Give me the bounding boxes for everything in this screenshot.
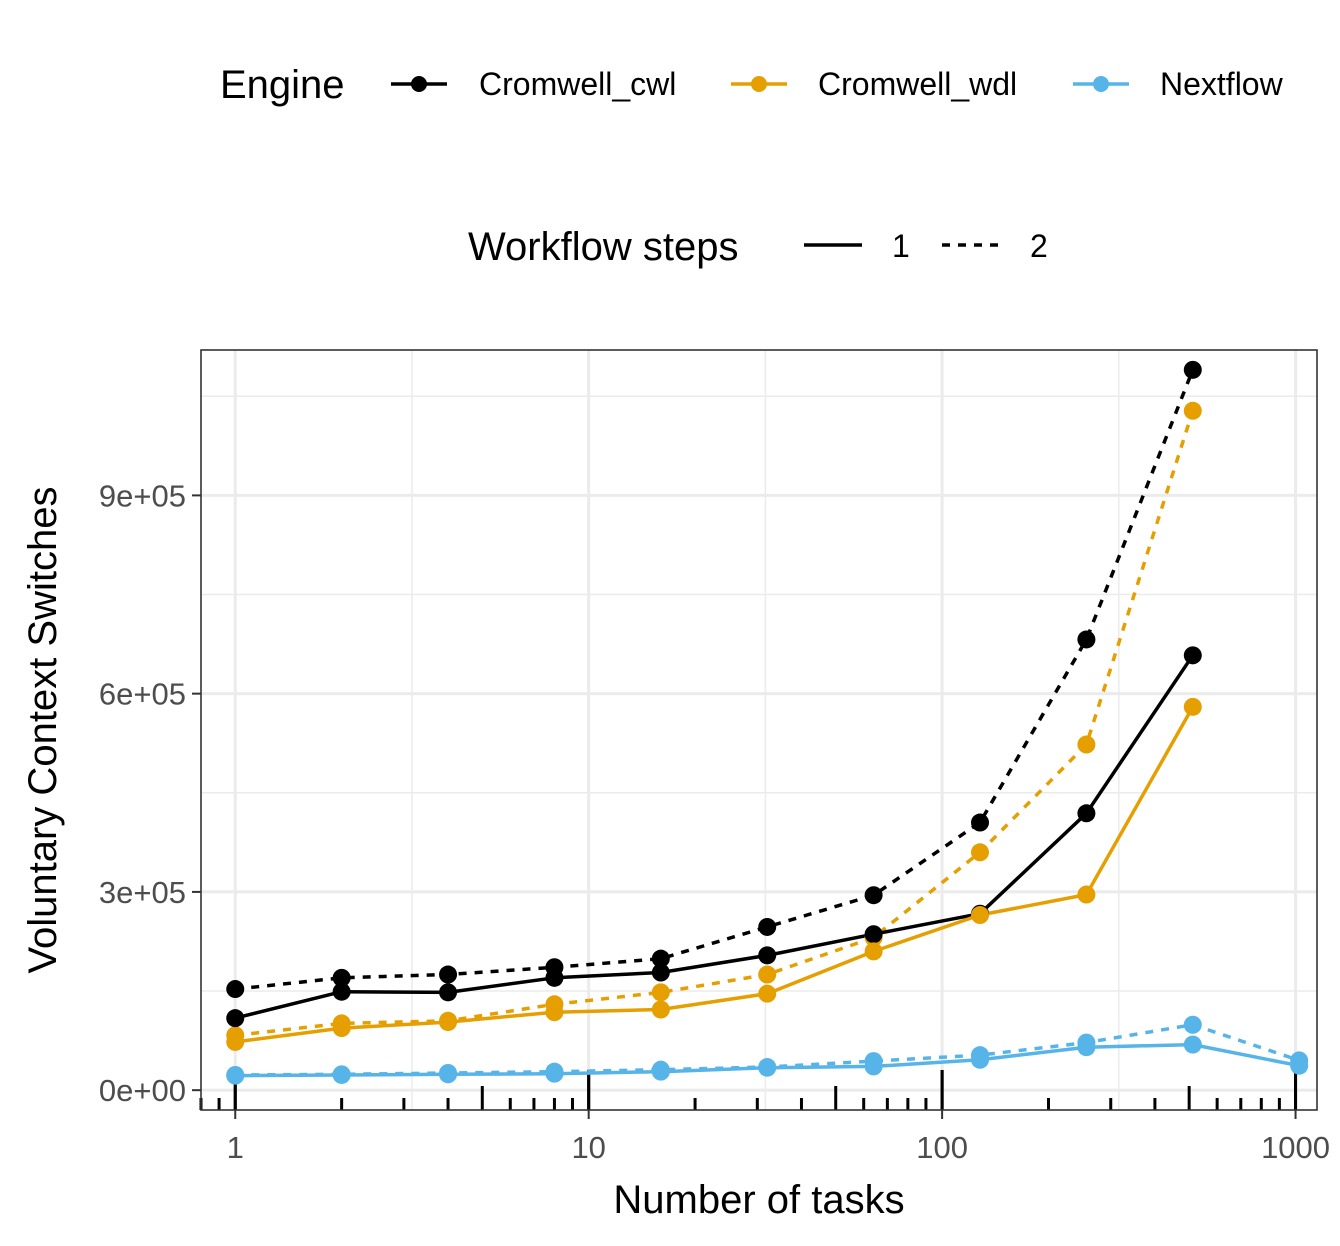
y-tick-label: 6e+05	[99, 677, 186, 712]
legend-label-cromwell-wdl: Cromwell_wdl	[818, 66, 1017, 102]
engine-legend: Engine Cromwell_cwl Cromwell_wdl Nextflo…	[220, 63, 1284, 107]
data-point-nextflow	[651, 1062, 670, 1081]
y-tick-label: 3e+05	[99, 875, 186, 910]
data-point-cromwell-cwl	[651, 949, 670, 968]
legend-key-point	[411, 76, 427, 92]
data-point-nextflow	[1183, 1035, 1202, 1054]
data-point-nextflow	[864, 1057, 883, 1076]
data-point-cromwell-cwl	[758, 946, 777, 965]
data-point-cromwell-cwl	[226, 1009, 245, 1028]
data-point-cromwell-wdl	[651, 1000, 670, 1019]
data-point-cromwell-wdl	[758, 965, 777, 984]
series-line-cromwell-cwl-steps-2	[235, 369, 1195, 991]
data-point-cromwell-cwl	[864, 925, 883, 944]
data-point-cromwell-cwl	[439, 983, 458, 1002]
x-tick-label: 1000	[1261, 1130, 1330, 1165]
data-point-nextflow	[1290, 1056, 1309, 1075]
data-point-cromwell-wdl	[758, 984, 777, 1003]
data-point-nextflow	[758, 1058, 777, 1077]
series-line-cromwell-wdl-steps-1	[235, 706, 1195, 1044]
data-point-nextflow	[545, 1064, 564, 1083]
legend-label-steps-1: 1	[892, 228, 910, 264]
engine-legend-title: Engine	[220, 63, 345, 107]
data-point-cromwell-wdl	[226, 1032, 245, 1051]
data-point-cromwell-cwl	[1183, 360, 1202, 379]
legend-item-cromwell-cwl: Cromwell_cwl	[391, 66, 676, 102]
data-point-cromwell-cwl	[226, 980, 245, 999]
data-point-cromwell-cwl	[758, 917, 777, 936]
y-tick-label: 0e+00	[99, 1073, 186, 1108]
steps-legend: Workflow steps 1 2	[468, 225, 1048, 269]
data-point-nextflow	[439, 1065, 458, 1084]
data-series	[226, 360, 1309, 1085]
data-point-cromwell-cwl	[651, 963, 670, 982]
data-point-cromwell-cwl	[971, 813, 990, 832]
data-point-cromwell-wdl	[971, 843, 990, 862]
y-tick-label: 9e+05	[99, 478, 186, 513]
y-axis: 0e+00 3e+05 6e+05 9e+05	[99, 478, 201, 1108]
data-point-cromwell-wdl	[1077, 885, 1096, 904]
data-point-nextflow	[226, 1066, 245, 1085]
series-line-cromwell-wdl-steps-2	[235, 410, 1195, 1038]
data-point-cromwell-cwl	[332, 968, 351, 987]
plot-panel-border	[200, 349, 1318, 1111]
y-axis-label: Voluntary Context Switches	[21, 487, 65, 974]
legend-label-cromwell-cwl: Cromwell_cwl	[479, 66, 676, 102]
steps-legend-title: Workflow steps	[468, 225, 738, 269]
plot-panel	[201, 350, 1317, 1110]
major-gridlines	[201, 350, 1317, 1110]
data-point-cromwell-wdl	[651, 983, 670, 1002]
x-rug-ticks	[199, 1070, 1298, 1110]
data-point-cromwell-cwl	[439, 965, 458, 984]
data-point-nextflow	[1183, 1015, 1202, 1034]
data-point-cromwell-cwl	[1077, 630, 1096, 649]
data-point-cromwell-cwl	[332, 982, 351, 1001]
x-tick-label: 10	[571, 1130, 605, 1165]
data-point-cromwell-wdl	[439, 1013, 458, 1032]
data-point-cromwell-wdl	[1183, 697, 1202, 716]
x-axis: 1 10 100 1000	[227, 1110, 1330, 1165]
data-point-nextflow	[332, 1065, 351, 1084]
x-tick-label: 1	[227, 1130, 244, 1165]
data-point-nextflow	[1077, 1038, 1096, 1057]
legend-label-steps-2: 2	[1030, 228, 1048, 264]
data-point-nextflow	[971, 1050, 990, 1069]
legend-key-point	[1093, 76, 1109, 92]
x-tick-label: 100	[916, 1130, 968, 1165]
legend-key-point	[751, 76, 767, 92]
data-point-cromwell-wdl	[332, 1019, 351, 1038]
legend-label-nextflow: Nextflow	[1160, 66, 1284, 102]
x-axis-label: Number of tasks	[613, 1178, 904, 1222]
legend-item-cromwell-wdl: Cromwell_wdl	[731, 66, 1017, 102]
data-point-cromwell-cwl	[1183, 646, 1202, 665]
series-line-cromwell-cwl-steps-1	[234, 654, 1195, 1020]
data-point-cromwell-cwl	[864, 886, 883, 905]
data-point-cromwell-wdl	[545, 1003, 564, 1022]
legend-item-nextflow: Nextflow	[1073, 66, 1284, 102]
data-point-cromwell-wdl	[971, 906, 990, 925]
data-point-cromwell-wdl	[1183, 401, 1202, 420]
data-point-cromwell-wdl	[1077, 735, 1096, 754]
data-point-cromwell-wdl	[864, 942, 883, 961]
data-point-cromwell-cwl	[545, 968, 564, 987]
data-point-cromwell-cwl	[1077, 804, 1096, 823]
